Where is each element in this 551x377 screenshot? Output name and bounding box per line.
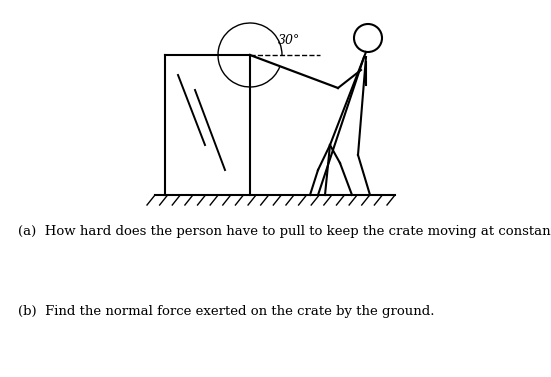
Text: 30°: 30° <box>278 35 300 48</box>
Text: (a)  How hard does the person have to pull to keep the crate moving at constant : (a) How hard does the person have to pul… <box>18 225 551 238</box>
Text: (b)  Find the normal force exerted on the crate by the ground.: (b) Find the normal force exerted on the… <box>18 305 435 318</box>
